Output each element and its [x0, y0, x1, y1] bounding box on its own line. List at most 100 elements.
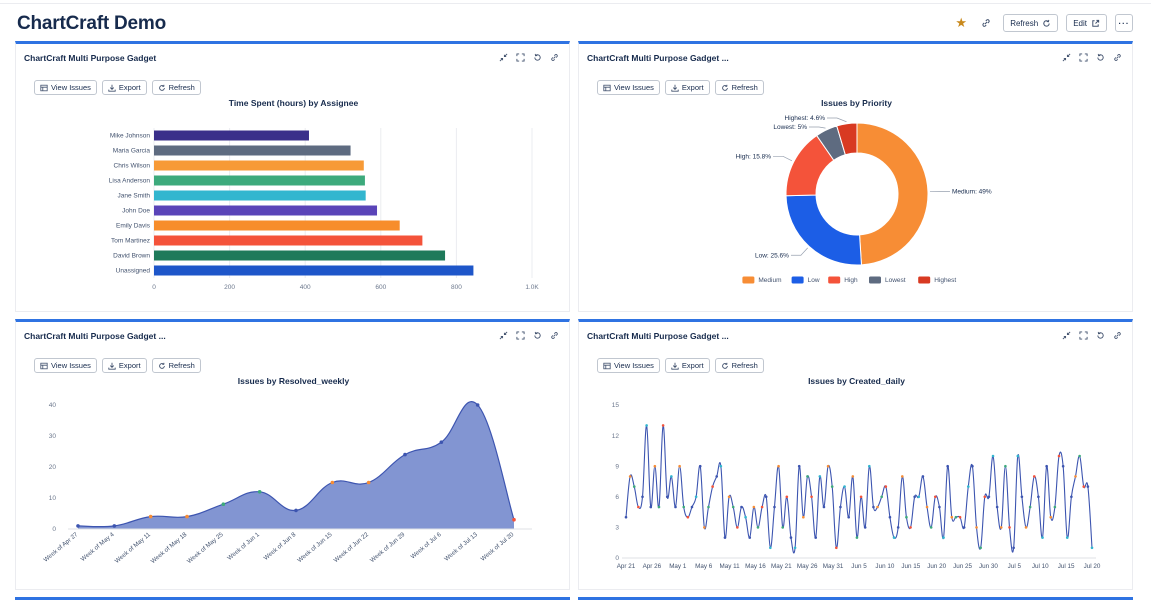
y-tick-label: 12: [612, 433, 620, 440]
list-icon: [40, 84, 48, 91]
data-point: [1074, 475, 1077, 478]
data-point: [896, 526, 900, 529]
bar: [154, 175, 365, 186]
x-tick-label: Week of May 18: [150, 531, 189, 565]
gadget-controls: [499, 331, 559, 340]
data-point: [901, 475, 904, 478]
refresh-chart-button[interactable]: Refresh: [151, 80, 201, 95]
view-issues-button[interactable]: View Issues: [34, 358, 97, 373]
x-tick-label: Jun 10: [875, 563, 894, 570]
data-point: [884, 485, 888, 488]
data-point: [958, 515, 962, 519]
view-issues-button[interactable]: View Issues: [597, 80, 660, 95]
fullscreen-icon[interactable]: [516, 53, 525, 62]
fullscreen-icon[interactable]: [516, 331, 525, 340]
top-divider: [0, 0, 1151, 4]
slice-label: High: 15.8%: [736, 154, 772, 161]
gadget-controls: [1062, 331, 1122, 340]
category-label: John Doe: [122, 208, 150, 215]
data-point: [793, 546, 797, 550]
data-point: [913, 495, 916, 499]
bar: [154, 205, 378, 216]
refresh-label: Refresh: [168, 361, 195, 370]
view-issues-button[interactable]: View Issues: [597, 358, 660, 373]
fullscreen-icon[interactable]: [1079, 331, 1088, 340]
collapse-icon[interactable]: [499, 53, 508, 62]
collapse-icon[interactable]: [499, 331, 508, 340]
y-tick-label: 30: [49, 433, 57, 440]
x-tick-label: Week of Apr 27: [42, 531, 79, 564]
collapse-icon[interactable]: [1062, 53, 1071, 62]
x-tick-label: Jul 5: [1008, 563, 1022, 570]
export-button[interactable]: Export: [101, 80, 147, 95]
data-point: [748, 536, 752, 539]
link-icon[interactable]: [550, 331, 559, 340]
data-point: [950, 515, 954, 519]
reload-icon[interactable]: [1096, 53, 1105, 62]
reload-icon[interactable]: [533, 331, 542, 340]
link-icon[interactable]: [1113, 331, 1122, 340]
x-tick-label: 400: [300, 284, 311, 291]
data-point: [703, 526, 706, 529]
link-icon[interactable]: [977, 14, 995, 32]
x-tick-label: May 16: [745, 563, 766, 570]
data-point: [905, 515, 908, 519]
data-point: [719, 464, 723, 468]
data-point: [1049, 515, 1053, 519]
category-label: David Brown: [113, 253, 150, 260]
data-point: [221, 502, 226, 506]
collapse-icon[interactable]: [1062, 331, 1071, 340]
refresh-chart-button[interactable]: Refresh: [714, 358, 764, 373]
refresh-button[interactable]: Refresh: [1003, 14, 1059, 32]
data-point: [781, 526, 785, 529]
data-point: [835, 546, 838, 550]
star-icon[interactable]: ★: [955, 15, 968, 30]
x-tick-label: Week of May 25: [186, 531, 225, 565]
data-point: [752, 505, 756, 509]
slice-label: Low: 25.6%: [755, 252, 789, 259]
data-point: [1061, 464, 1065, 468]
more-button[interactable]: ···: [1115, 14, 1133, 32]
fullscreen-icon[interactable]: [1079, 53, 1088, 62]
data-point: [185, 514, 189, 519]
data-point: [665, 495, 669, 499]
link-icon[interactable]: [1113, 53, 1122, 62]
export-button[interactable]: Export: [101, 358, 147, 373]
leader-line: [809, 126, 826, 129]
data-point: [653, 464, 657, 468]
reload-icon[interactable]: [533, 53, 542, 62]
data-point: [999, 526, 1003, 529]
slice-label: Highest: 4.6%: [785, 115, 826, 122]
view-issues-button[interactable]: View Issues: [34, 80, 97, 95]
data-point: [715, 475, 719, 478]
bar: [154, 160, 364, 171]
data-point: [802, 515, 805, 519]
category-label: Unassigned: [116, 268, 151, 275]
export-button[interactable]: Export: [664, 80, 710, 95]
data-point: [661, 424, 665, 427]
refresh-chart-button[interactable]: Refresh: [714, 80, 764, 95]
chart-title: Issues by Resolved_weekly: [237, 376, 350, 386]
link-icon[interactable]: [550, 53, 559, 62]
x-tick-label: 800: [451, 284, 462, 291]
page-title: ChartCraft Demo: [17, 13, 167, 34]
data-point: [830, 485, 834, 488]
data-point: [1082, 485, 1086, 488]
view-issues-label: View Issues: [51, 83, 91, 92]
data-point: [909, 526, 912, 529]
category-label: Emily Davis: [116, 223, 151, 230]
export-label: Export: [681, 361, 704, 370]
export-label: Export: [681, 83, 704, 92]
y-tick-label: 15: [612, 402, 620, 409]
data-point: [1004, 464, 1007, 468]
data-point: [847, 515, 850, 519]
y-tick-label: 6: [615, 494, 619, 501]
reload-icon[interactable]: [1096, 331, 1105, 340]
data-point: [674, 505, 677, 509]
export-button[interactable]: Export: [664, 358, 710, 373]
data-point: [822, 505, 826, 509]
bar: [154, 265, 474, 276]
refresh-chart-button[interactable]: Refresh: [151, 358, 201, 373]
data-point: [1065, 536, 1069, 539]
edit-button[interactable]: Edit: [1066, 14, 1107, 32]
